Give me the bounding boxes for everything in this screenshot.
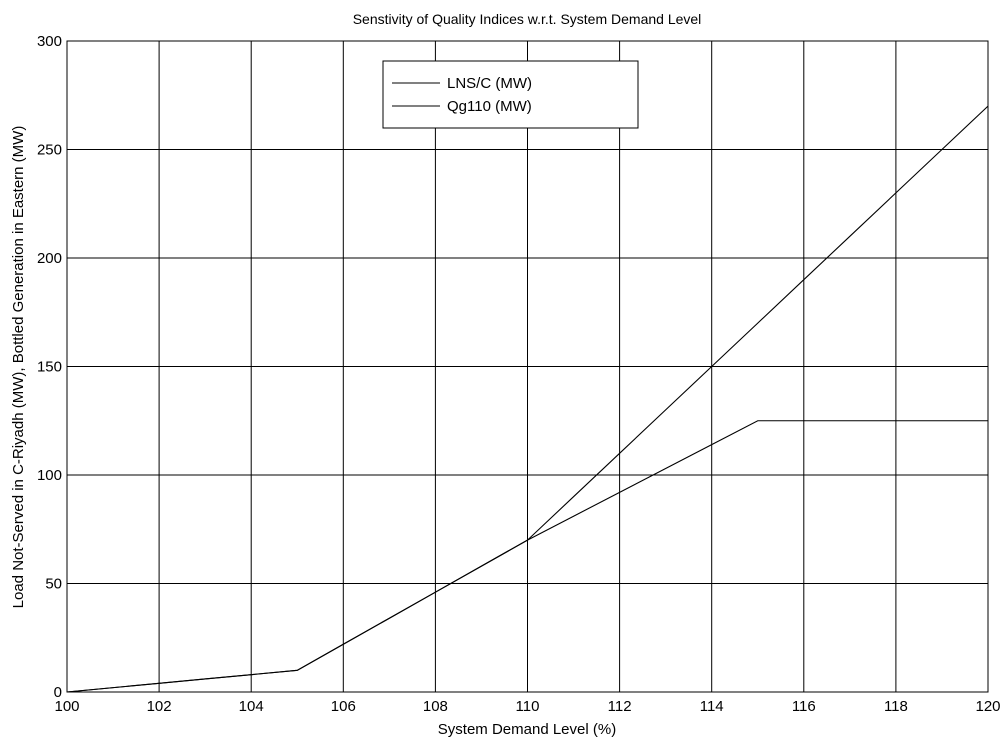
legend-label-qg110: Qg110 (MW) bbox=[447, 98, 532, 115]
y-tick-label: 300 bbox=[37, 33, 62, 50]
x-axis-label: System Demand Level (%) bbox=[438, 721, 616, 738]
chart-title: Senstivity of Quality Indices w.r.t. Sys… bbox=[353, 11, 702, 27]
y-tick-label: 100 bbox=[37, 467, 62, 484]
series-line-qg110 bbox=[66, 420, 988, 693]
x-tick-label: 106 bbox=[331, 698, 356, 715]
x-tick-label: 114 bbox=[700, 698, 724, 715]
x-tick-label: 102 bbox=[147, 698, 172, 715]
x-tick-label: 112 bbox=[608, 698, 632, 715]
x-tick-label: 118 bbox=[884, 698, 908, 715]
legend: LNS/C (MW) Qg110 (MW) bbox=[382, 60, 639, 129]
y-axis-label: Load Not-Served in C-Riyadh (MW), Bottle… bbox=[10, 126, 27, 609]
y-tick-label: 50 bbox=[45, 576, 62, 593]
legend-label-lns: LNS/C (MW) bbox=[447, 75, 532, 92]
y-tick-label: 200 bbox=[37, 250, 62, 267]
x-tick-label: 100 bbox=[54, 698, 79, 715]
y-tick-label: 250 bbox=[37, 142, 62, 159]
legend-box bbox=[382, 60, 639, 129]
plot-frame bbox=[66, 40, 989, 693]
y-tick-label: 0 bbox=[54, 684, 62, 701]
x-tick-label: 108 bbox=[423, 698, 448, 715]
x-tick-label: 120 bbox=[975, 698, 1000, 715]
series-layer bbox=[66, 105, 989, 693]
x-tick-label: 116 bbox=[792, 698, 816, 715]
x-tick-label: 104 bbox=[239, 698, 264, 715]
y-tick-labels: 0 50 100 150 200 250 300 bbox=[37, 33, 62, 701]
x-tick-labels: 100 102 104 106 108 110 112 114 116 118 120 bbox=[54, 698, 1000, 715]
x-tick-label: 110 bbox=[516, 698, 540, 715]
y-tick-label: 150 bbox=[37, 359, 62, 376]
